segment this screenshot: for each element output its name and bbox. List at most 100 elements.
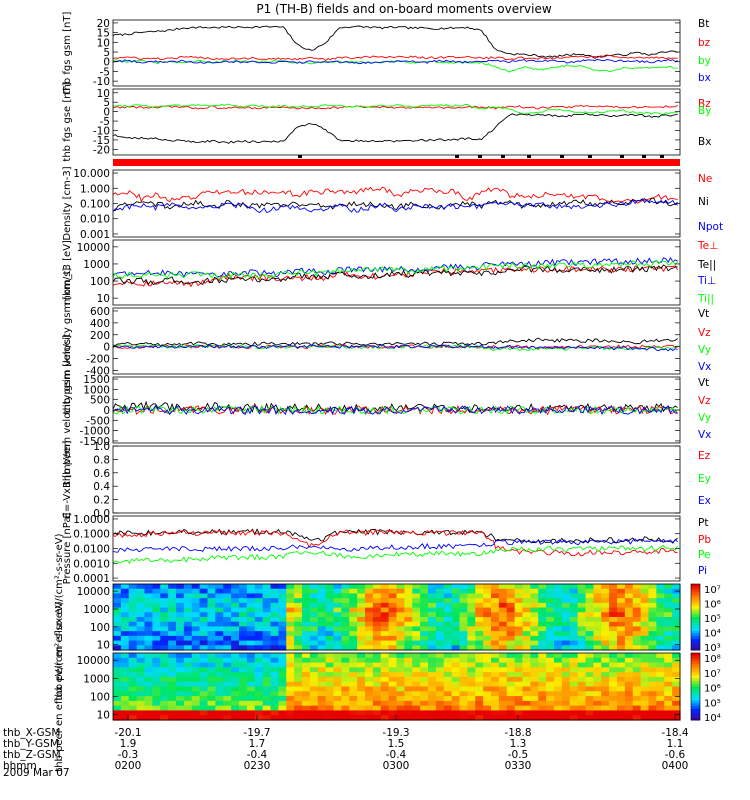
- y-tick-label: 0: [103, 342, 110, 354]
- colorbar-tick-label: 10⁴: [704, 629, 721, 640]
- y-tick-label: 15: [97, 28, 110, 40]
- series-line-Ti||: [112, 260, 678, 279]
- legend-Npot: Npot: [698, 221, 723, 233]
- series-line-Bz: [112, 104, 678, 110]
- series-line-Vt: [112, 400, 678, 414]
- y-tick-label: 5: [103, 47, 110, 59]
- x-row-value: 1.3: [510, 738, 527, 750]
- x-row-value: -19.3: [382, 727, 409, 739]
- x-row-value: 1.1: [667, 738, 684, 750]
- legend-by: by: [698, 55, 711, 67]
- series-line-Npot: [112, 198, 678, 214]
- panel-frame: [112, 652, 681, 721]
- y-tick-label: -200: [86, 354, 110, 366]
- legend-Vt: Vt: [698, 308, 709, 320]
- y-tick-label: 400: [90, 318, 110, 330]
- y-tick-label: 0.1000: [73, 529, 110, 541]
- colorbar-tick-label: 10³: [704, 643, 721, 654]
- legend-Ti||: Ti||: [697, 293, 714, 305]
- y-axis-title: thb fgs gse [nT]: [62, 82, 73, 161]
- y-tick-label: 1000: [83, 384, 110, 396]
- x-row-value: 1.9: [120, 738, 137, 750]
- legend-Vx: Vx: [698, 361, 711, 373]
- x-row-value: 1.7: [249, 738, 266, 750]
- y-axis-title: thb fgs gsm [nT]: [62, 12, 73, 95]
- y-axis-title: Density [cm-3]: [62, 166, 73, 240]
- x-row-value: -18.8: [504, 727, 531, 739]
- panel-frame: [112, 515, 681, 582]
- panel-9: 10⁷ 10⁶ 10⁵ 10⁴ 10³ 10000 1000 100 10 thb peir en…: [54, 533, 721, 700]
- colorbar-tick-label: 10⁸: [704, 654, 721, 665]
- y-tick-label: 0.8: [93, 454, 110, 466]
- y-tick-label: -5: [100, 116, 110, 128]
- x-row-value: 0300: [383, 760, 410, 772]
- quality-flag-bar: [113, 159, 680, 166]
- spectrogram: [113, 653, 681, 721]
- y-tick-label: 10.000: [73, 168, 110, 180]
- series-line-bx: [112, 58, 678, 65]
- y-tick-label: -400: [86, 365, 110, 377]
- colorbar-tick-label: 10⁷: [704, 585, 721, 596]
- y-tick-label: 500: [90, 395, 110, 407]
- x-row-value: 0230: [244, 760, 271, 772]
- series-line-Pe: [112, 545, 678, 564]
- x-row-label: thb_X-GSM: [3, 727, 60, 739]
- x-row-value: 1.5: [388, 738, 405, 750]
- panel-frame: [112, 88, 681, 156]
- legend-Vy: Vy: [698, 412, 711, 424]
- x-row-value: 0200: [115, 760, 142, 772]
- y-tick-label: 0.0001: [73, 573, 110, 585]
- y-tick-label: 10: [97, 710, 110, 722]
- legend-Te||: Te||: [697, 259, 716, 271]
- x-row-value: -0.5: [508, 749, 529, 761]
- y-tick-label: 1.0000: [73, 514, 110, 526]
- y-tick-label: 0.0: [93, 508, 110, 520]
- series-line-Bt: [112, 25, 678, 59]
- y-tick-label: 0: [103, 405, 110, 417]
- x-row-value: -0.4: [247, 749, 268, 761]
- y-tick-label: 1000: [83, 604, 110, 616]
- date-label: 2009 Mar 07: [3, 767, 70, 779]
- y-tick-label: 0.0010: [73, 558, 110, 570]
- legend-Pi: Pi: [698, 565, 707, 577]
- y-tick-label: 1000: [83, 673, 110, 685]
- y-tick-label: -5: [100, 66, 110, 78]
- x-axis-labels: thb_X-GSM -20.1 -19.7 -19.3 -18.8 -18.4 thb_Y-…: [3, 715, 689, 772]
- y-tick-label: 10: [97, 37, 110, 49]
- y-axis-title: thb peem velocity gsm [km/s]: [62, 335, 73, 485]
- panel-3: 10.000 1.000 0.100 0.010 0.001 Density [cm-3]…: [62, 166, 723, 241]
- y-tick-label: 10: [97, 88, 110, 100]
- panel-frame: [112, 239, 681, 306]
- y-tick-label: 0.4: [93, 481, 110, 493]
- colorbar-tick-label: 10⁴: [704, 713, 721, 724]
- spectrogram: [113, 584, 681, 651]
- y-tick-label: 20: [97, 18, 110, 30]
- y-tick-label: 10000: [77, 586, 110, 598]
- legend-Pe: Pe: [698, 549, 710, 561]
- y-tick-label: -20: [93, 144, 110, 156]
- series-line-Vx: [112, 404, 678, 416]
- y-tick-label: 200: [90, 330, 110, 342]
- legend-Te⊥: Te⊥: [697, 240, 718, 252]
- y-tick-label: 0.6: [93, 468, 110, 480]
- y-tick-label: 10: [97, 293, 110, 305]
- legend-Vx: Vx: [698, 429, 711, 441]
- y-tick-label: 0.001: [80, 229, 110, 241]
- y-tick-label: 10000: [77, 655, 110, 667]
- legend-Bx: Bx: [698, 136, 711, 148]
- series-line-Pt: [112, 528, 678, 544]
- series-line-Vx: [112, 344, 678, 352]
- legend-Ni: Ni: [698, 196, 709, 208]
- legend-By: By: [698, 105, 711, 117]
- series-line-bz: [112, 54, 678, 62]
- legend-Bt: Bt: [698, 18, 709, 30]
- series-line-Pb: [112, 529, 678, 557]
- y-tick-label: 1.000: [80, 183, 110, 195]
- series-line-Ne: [112, 186, 678, 204]
- x-row-value: -0.6: [665, 749, 686, 761]
